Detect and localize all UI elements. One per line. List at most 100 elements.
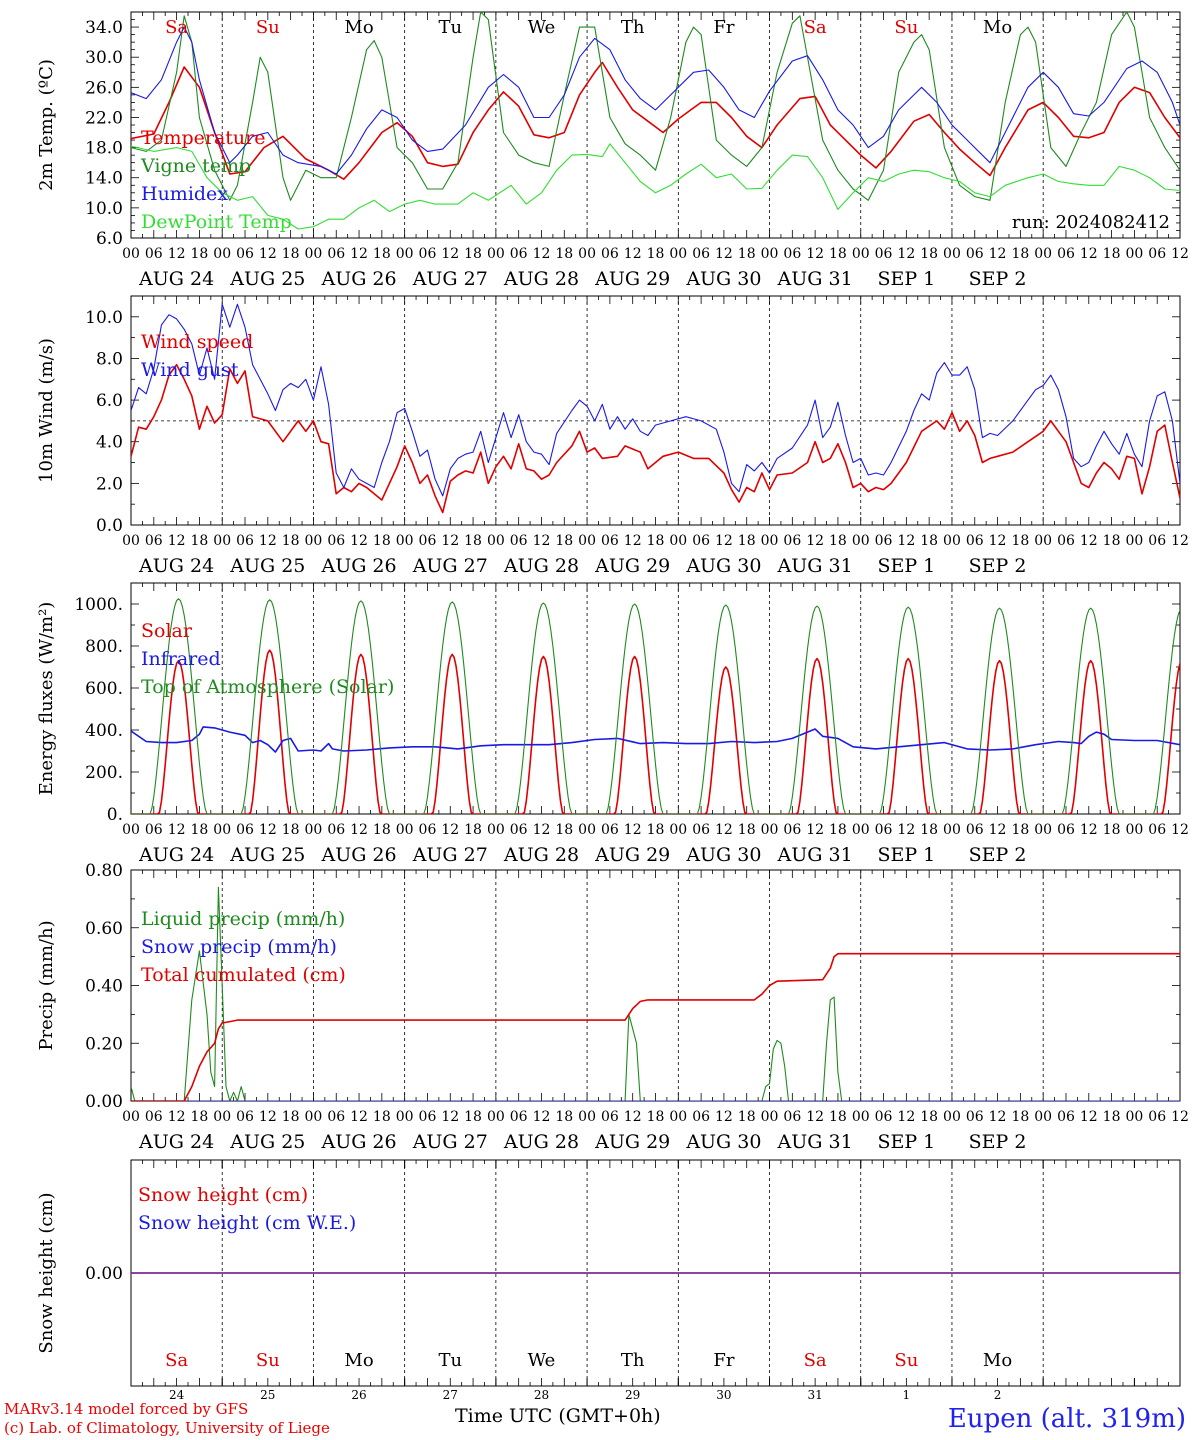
hour-tick-label: 18 <box>1103 246 1121 262</box>
hour-tick-label: 12 <box>350 246 368 262</box>
day-name-bottom: Sa <box>165 1350 188 1371</box>
day-number: 1 <box>903 1388 911 1402</box>
y-axis-title: Precip (mm/h) <box>36 920 57 1050</box>
day-number: 31 <box>807 1388 822 1402</box>
hour-tick-label: 18 <box>738 533 756 549</box>
date-label: AUG 28 <box>503 268 579 290</box>
hour-tick-label: 18 <box>738 246 756 262</box>
day-number: 2 <box>994 1388 1002 1402</box>
legend-entry: Liquid precip (mm/h) <box>141 908 345 930</box>
hour-tick-label: 12 <box>989 1109 1007 1125</box>
series-line-humidex <box>131 26 1180 175</box>
location-label: Eupen (alt. 319m) <box>947 1404 1186 1434</box>
y-tick-label: 10.0 <box>85 199 123 219</box>
date-label: AUG 30 <box>685 1131 761 1153</box>
hour-tick-label: 12 <box>715 1109 733 1125</box>
series-line-dewpoint-temp <box>131 143 1180 230</box>
hour-tick-label: 06 <box>145 1109 163 1125</box>
date-label: AUG 24 <box>138 268 214 290</box>
day-number: 26 <box>351 1388 366 1402</box>
hour-tick-label: 06 <box>236 822 254 838</box>
hour-tick-label: 06 <box>1057 1109 1075 1125</box>
y-tick-label: 6.0 <box>96 391 123 411</box>
hour-tick-label: 12 <box>441 1109 459 1125</box>
hour-tick-label: 12 <box>168 533 186 549</box>
hour-tick-label: 00 <box>487 246 505 262</box>
hour-tick-label: 12 <box>1171 533 1189 549</box>
series-line-total-cumulated-cm- <box>131 952 1180 1101</box>
day-number: 24 <box>169 1388 185 1402</box>
hour-tick-label: 06 <box>692 1109 710 1125</box>
date-label: AUG 29 <box>594 1131 670 1153</box>
hour-tick-label: 12 <box>533 246 551 262</box>
hour-tick-label: 06 <box>966 1109 984 1125</box>
legend-entry: Snow height (cm) <box>138 1184 308 1206</box>
series-line-wind-speed <box>131 363 1180 514</box>
hour-tick-label: 12 <box>897 246 915 262</box>
hour-tick-label: 18 <box>1103 1109 1121 1125</box>
date-label: AUG 25 <box>229 555 305 577</box>
hour-tick-label: 12 <box>441 822 459 838</box>
hour-tick-label: 18 <box>464 533 482 549</box>
hour-tick-label: 00 <box>578 1109 596 1125</box>
date-label: AUG 28 <box>503 844 579 866</box>
date-label: AUG 24 <box>138 844 214 866</box>
hour-tick-label: 12 <box>259 533 277 549</box>
day-name-bottom: Tu <box>438 1350 462 1371</box>
day-number: 28 <box>534 1388 549 1402</box>
hour-tick-label: 18 <box>829 1109 847 1125</box>
hour-tick-label: 12 <box>533 533 551 549</box>
date-label: AUG 31 <box>777 1131 853 1153</box>
hour-tick-label: 00 <box>761 533 779 549</box>
hour-tick-label: 00 <box>122 246 140 262</box>
y-axis-title: 2m Temp. (ºC) <box>36 59 57 191</box>
hour-tick-label: 00 <box>396 246 414 262</box>
series-line-liquid-precip-mm-h- <box>131 886 1180 1101</box>
hour-tick-label: 18 <box>373 246 391 262</box>
hour-tick-label: 00 <box>213 1109 231 1125</box>
hour-tick-label: 06 <box>601 822 619 838</box>
hour-tick-label: 18 <box>373 1109 391 1125</box>
hour-tick-label: 06 <box>1148 1109 1166 1125</box>
hour-tick-label: 06 <box>783 246 801 262</box>
hour-tick-label: 00 <box>943 1109 961 1125</box>
hour-tick-label: 12 <box>806 822 824 838</box>
hour-tick-label: 06 <box>236 533 254 549</box>
hour-tick-label: 12 <box>350 822 368 838</box>
hour-tick-label: 12 <box>897 1109 915 1125</box>
date-label: SEP 1 <box>877 268 935 290</box>
y-axis-title: 10m Wind (m/s) <box>36 338 57 483</box>
hour-tick-label: 06 <box>327 1109 345 1125</box>
panel-2-frame <box>130 295 1181 526</box>
hour-tick-label: 06 <box>783 1109 801 1125</box>
hour-tick-label: 06 <box>1057 533 1075 549</box>
y-tick-label: 0.80 <box>85 861 123 881</box>
y-tick-label: 0.0 <box>96 516 123 536</box>
hour-tick-label: 06 <box>783 533 801 549</box>
hour-tick-label: 18 <box>373 533 391 549</box>
y-tick-label: 10.0 <box>85 308 123 328</box>
hour-tick-label: 00 <box>487 822 505 838</box>
hour-tick-label: 06 <box>966 246 984 262</box>
date-label: SEP 2 <box>969 1131 1027 1153</box>
hour-tick-label: 12 <box>1080 533 1098 549</box>
y-tick-label: 0.00 <box>85 1264 123 1284</box>
hour-tick-label: 18 <box>1011 1109 1029 1125</box>
day-name-top: Su <box>256 17 280 38</box>
hour-tick-label: 06 <box>145 533 163 549</box>
y-axis-title: Snow height (cm) <box>36 1192 57 1353</box>
hour-tick-label: 18 <box>282 533 300 549</box>
day-name-top: Su <box>894 17 918 38</box>
hour-tick-label: 00 <box>122 533 140 549</box>
hour-tick-label: 00 <box>1125 533 1143 549</box>
hour-tick-label: 12 <box>350 533 368 549</box>
y-tick-label: 0.00 <box>85 1092 123 1112</box>
hour-tick-label: 00 <box>1034 822 1052 838</box>
hour-tick-label: 18 <box>1011 822 1029 838</box>
hour-tick-label: 18 <box>829 822 847 838</box>
date-label: AUG 30 <box>685 268 761 290</box>
hour-tick-label: 12 <box>1080 1109 1098 1125</box>
hour-tick-label: 18 <box>464 822 482 838</box>
hour-tick-label: 06 <box>601 246 619 262</box>
